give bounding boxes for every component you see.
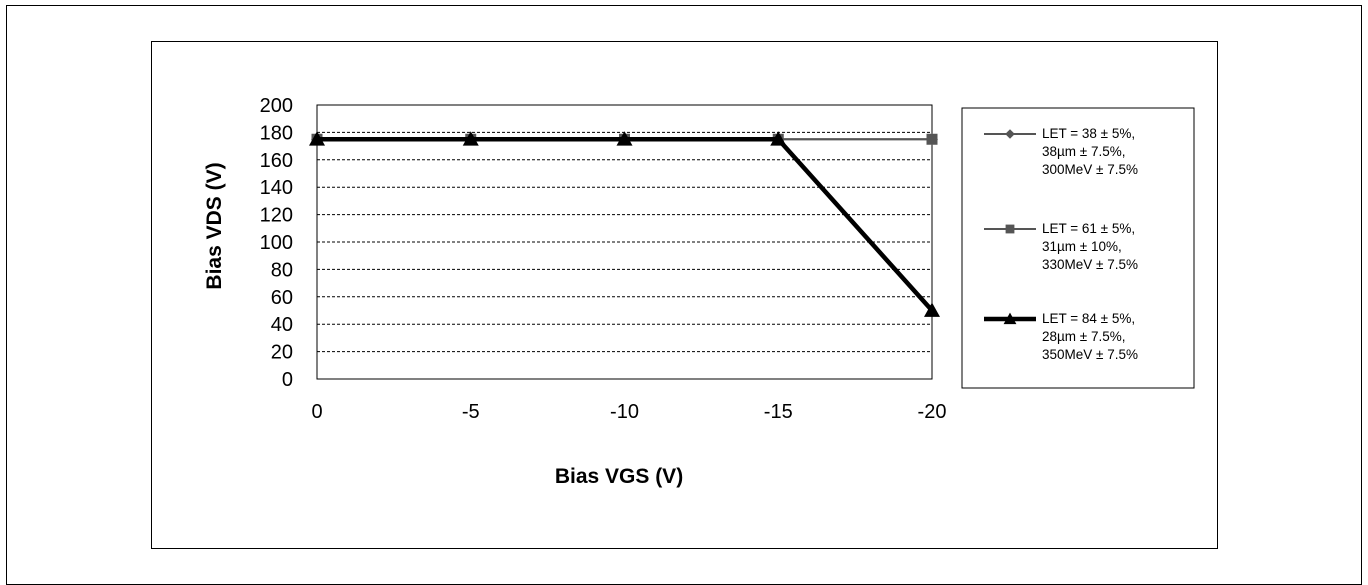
legend-label: LET = 38 ± 5%,	[1042, 126, 1135, 141]
legend-item-3: LET = 84 ± 5%, 28µm ± 7.5%, 350MeV ± 7.5%	[984, 311, 1138, 362]
legend-label: LET = 84 ± 5%,	[1042, 311, 1135, 326]
data-point-triangle	[462, 131, 479, 146]
x-axis-title: Bias VGS (V)	[555, 465, 683, 488]
series-3	[309, 131, 940, 317]
legend-box	[961, 107, 1195, 389]
y-tick-labels: 0 20 40 60 80 100 120 140 160 180 200	[260, 95, 293, 391]
data-point-square	[1005, 224, 1015, 234]
y-tick-label: 200	[260, 95, 293, 117]
data-point-square	[926, 133, 938, 145]
y-tick-label: 80	[271, 259, 293, 281]
y-axis-title: Bias VDS (V)	[203, 162, 226, 289]
grid-lines	[317, 131, 932, 353]
data-point-triangle	[924, 302, 940, 317]
legend-label: 38µm ± 7.5%,	[1042, 144, 1125, 159]
chart-frame	[151, 41, 1218, 549]
y-tick-label: 100	[260, 232, 293, 254]
legend-item-2: LET = 61 ± 5%, 31µm ± 10%, 330MeV ± 7.5%	[984, 221, 1138, 272]
x-tick-label: -5	[462, 401, 480, 423]
y-tick-label: 140	[260, 177, 293, 199]
y-tick-label: 120	[260, 205, 293, 227]
series-layer	[309, 131, 940, 317]
y-tick-label: 40	[271, 314, 293, 336]
x-tick-label: -10	[610, 401, 639, 423]
legend: LET = 38 ± 5%,38µm ± 7.5%,300MeV ± 7.5%L…	[961, 107, 1195, 389]
legend-label: 300MeV ± 7.5%	[1042, 162, 1138, 177]
legend-label: 28µm ± 7.5%,	[1042, 329, 1125, 344]
x-tick-label: 0	[311, 401, 322, 423]
y-tick-label: 20	[271, 342, 293, 364]
x-tick-labels: 0 -5 -10 -15 -20	[311, 401, 946, 423]
x-tick-label: -15	[764, 401, 793, 423]
data-point-triangle	[770, 131, 787, 146]
legend-label: LET = 61 ± 5%,	[1042, 221, 1135, 236]
y-tick-label: 180	[260, 122, 293, 144]
data-point-diamond	[1005, 129, 1015, 139]
legend-label: 330MeV ± 7.5%	[1042, 257, 1138, 272]
legend-label: 31µm ± 10%,	[1042, 239, 1122, 254]
y-tick-label: 160	[260, 150, 293, 172]
data-point-triangle	[1003, 312, 1017, 325]
plot-area	[316, 104, 933, 380]
legend-item-1: LET = 38 ± 5%, 38µm ± 7.5%, 300MeV ± 7.5%	[984, 126, 1138, 177]
data-point-triangle	[309, 131, 325, 146]
y-tick-label: 60	[271, 287, 293, 309]
data-point-triangle	[616, 131, 633, 146]
series-line	[317, 137, 934, 313]
y-tick-label: 0	[282, 369, 293, 391]
x-tick-label: -20	[918, 401, 947, 423]
legend-label: 350MeV ± 7.5%	[1042, 347, 1138, 362]
